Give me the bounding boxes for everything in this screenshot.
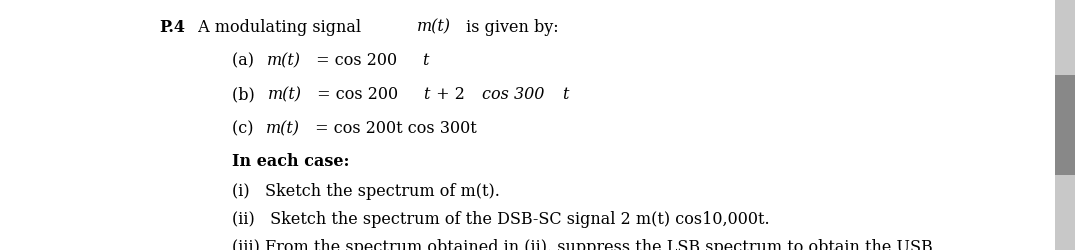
Text: = cos 200: = cos 200 bbox=[311, 52, 397, 70]
Text: (iii) From the spectrum obtained in (ii). suppress the LSB spectrum to obtain th: (iii) From the spectrum obtained in (ii)… bbox=[232, 239, 932, 250]
Text: t: t bbox=[562, 86, 569, 103]
Text: m(t): m(t) bbox=[267, 52, 301, 70]
Text: = cos 200t cos 300t: = cos 200t cos 300t bbox=[310, 120, 477, 137]
Text: + 2: + 2 bbox=[432, 86, 470, 103]
Text: m(t): m(t) bbox=[416, 19, 451, 36]
Text: m(t): m(t) bbox=[268, 86, 302, 103]
Text: t: t bbox=[422, 52, 428, 70]
Text: (c): (c) bbox=[232, 120, 259, 137]
Text: In each case:: In each case: bbox=[232, 152, 350, 170]
Text: cos 300: cos 300 bbox=[481, 86, 544, 103]
Text: (b): (b) bbox=[232, 86, 260, 103]
Text: (i)   Sketch the spectrum of m(t).: (i) Sketch the spectrum of m(t). bbox=[232, 183, 500, 200]
Text: m(t): m(t) bbox=[267, 120, 300, 137]
Text: A modulating signal: A modulating signal bbox=[193, 19, 367, 36]
Bar bbox=[1055, 75, 1075, 175]
Text: P.4: P.4 bbox=[160, 19, 186, 36]
Bar bbox=[1055, 0, 1075, 250]
Text: = cos 200: = cos 200 bbox=[312, 86, 398, 103]
Text: (ii)   Sketch the spectrum of the DSB-SC signal 2 m(t) cos10,000t.: (ii) Sketch the spectrum of the DSB-SC s… bbox=[232, 211, 769, 228]
Text: t: t bbox=[423, 86, 429, 103]
Text: (a): (a) bbox=[232, 52, 259, 70]
Text: is given by:: is given by: bbox=[461, 19, 558, 36]
